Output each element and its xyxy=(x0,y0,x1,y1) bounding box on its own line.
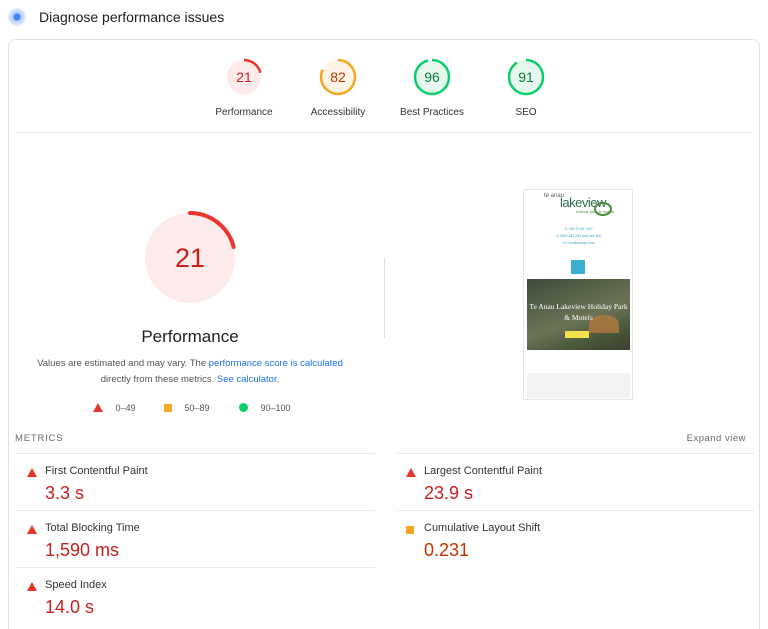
performance-score: 21 xyxy=(174,243,206,273)
triangle-icon xyxy=(93,403,103,412)
metric-name: Total Blocking Time xyxy=(45,522,140,534)
desc-text: directly from these metrics. xyxy=(100,374,217,385)
footer-placeholder xyxy=(527,373,630,398)
metric-value: 1,590 ms xyxy=(45,540,120,560)
gauge-best-practices[interactable]: 96 Best Practices xyxy=(377,58,487,118)
performance-score-link[interactable]: performance score is calculated xyxy=(208,358,343,369)
divider xyxy=(15,132,753,133)
fail-triangle-icon xyxy=(27,525,37,534)
legend-average: 50–89 xyxy=(164,402,210,414)
desc-text: . xyxy=(276,374,280,385)
gauge-label: Accessibility xyxy=(310,107,366,118)
performance-title: Performance xyxy=(141,327,239,346)
gauge-score: 82 xyxy=(330,69,346,85)
gauge-accessibility[interactable]: 82 Accessibility xyxy=(283,58,393,118)
contact-line: & +64 3 249 7457 xyxy=(565,227,593,231)
score-ring-icon xyxy=(225,58,263,96)
metric-name: Speed Index xyxy=(45,579,107,591)
desc-text: Values are estimated and may vary. The xyxy=(37,358,209,369)
gauge-ring: 82 xyxy=(319,58,357,96)
expand-view-button[interactable]: Expand view xyxy=(686,433,746,444)
fail-triangle-icon xyxy=(406,468,416,477)
contact-line: & 0800 483 262 (toll free NZ) xyxy=(556,234,602,238)
gauge-performance[interactable]: 21 Performance xyxy=(189,58,299,118)
hero-button xyxy=(565,331,589,338)
score-ring-icon xyxy=(413,58,451,96)
gauge-score: 96 xyxy=(424,69,440,85)
metric-cumulative-layout-shift: Cumulative Layout Shift 0.231 xyxy=(394,510,754,567)
performance-gauge-large: 21 xyxy=(142,210,238,306)
legend-fail: 0–49 xyxy=(93,402,136,414)
legend-pass: 90–100 xyxy=(239,402,291,414)
score-ring-icon xyxy=(507,58,545,96)
score-ring-icon xyxy=(143,211,237,305)
see-calculator-link[interactable]: See calculator xyxy=(216,374,277,385)
gauge-label: SEO xyxy=(515,107,537,118)
section-title: Diagnose performance issues xyxy=(39,9,225,25)
metric-total-blocking-time: Total Blocking Time 1,590 ms xyxy=(15,510,375,567)
score-legend: 0–49 50–89 90–100 xyxy=(9,402,371,416)
vertical-divider xyxy=(384,258,385,338)
legend-label: 50–89 xyxy=(184,403,210,413)
gauge-label: Best Practices xyxy=(400,107,464,118)
final-screenshot[interactable]: te anau lakeview holiday park & motels &… xyxy=(523,189,633,400)
fail-triangle-icon xyxy=(27,582,37,591)
gauge-score: 21 xyxy=(236,69,252,85)
average-square-icon xyxy=(406,526,414,534)
metric-value: 14.0 s xyxy=(45,597,95,617)
legend-label: 90–100 xyxy=(260,403,291,413)
metric-name: Largest Contentful Paint xyxy=(424,465,543,477)
gauge-seo[interactable]: 91 SEO xyxy=(471,58,581,118)
performance-description: Values are estimated and may vary. The p… xyxy=(29,356,351,388)
contact-line: ✉ info@teanau.com xyxy=(563,241,595,245)
gauge-ring: 21 xyxy=(225,58,263,96)
fail-triangle-icon xyxy=(27,468,37,477)
metric-speed-index: Speed Index 14.0 s xyxy=(15,567,375,624)
section-header: Diagnose performance issues xyxy=(0,0,768,36)
metric-value: 3.3 s xyxy=(45,483,85,503)
hero-image: Te Anau Lakeview Holiday Park & Motels xyxy=(527,279,630,350)
metric-value: 23.9 s xyxy=(424,483,474,503)
gauge-ring: 96 xyxy=(413,58,451,96)
square-icon xyxy=(164,404,172,412)
category-gauges: 21 Performance 82 Accessibility 96 xyxy=(9,40,759,133)
metric-name: Cumulative Layout Shift xyxy=(424,522,541,534)
metric-value: 0.231 xyxy=(424,540,470,560)
tent-image xyxy=(589,315,619,333)
legend-label: 0–49 xyxy=(115,403,136,413)
metric-first-contentful-paint: First Contentful Paint 3.3 s xyxy=(15,453,375,510)
gauge-score: 91 xyxy=(518,69,534,85)
gauge-ring: 91 xyxy=(507,58,545,96)
swirl-logo-icon xyxy=(594,202,612,216)
score-ring-icon xyxy=(319,58,357,96)
circle-icon xyxy=(239,403,248,412)
gauge-label: Performance xyxy=(215,107,273,118)
metrics-heading: METRICS xyxy=(15,433,64,444)
report-card: 21 Performance 82 Accessibility 96 xyxy=(8,39,760,629)
metric-name: First Contentful Paint xyxy=(45,465,148,477)
metric-largest-contentful-paint: Largest Contentful Paint 23.9 s xyxy=(394,453,754,510)
hero-title: Te Anau Lakeview Holiday Park & Motels xyxy=(529,302,628,322)
lighthouse-icon xyxy=(8,8,26,26)
site-logo-small: te anau xyxy=(544,193,565,199)
menu-button-icon xyxy=(571,260,585,274)
